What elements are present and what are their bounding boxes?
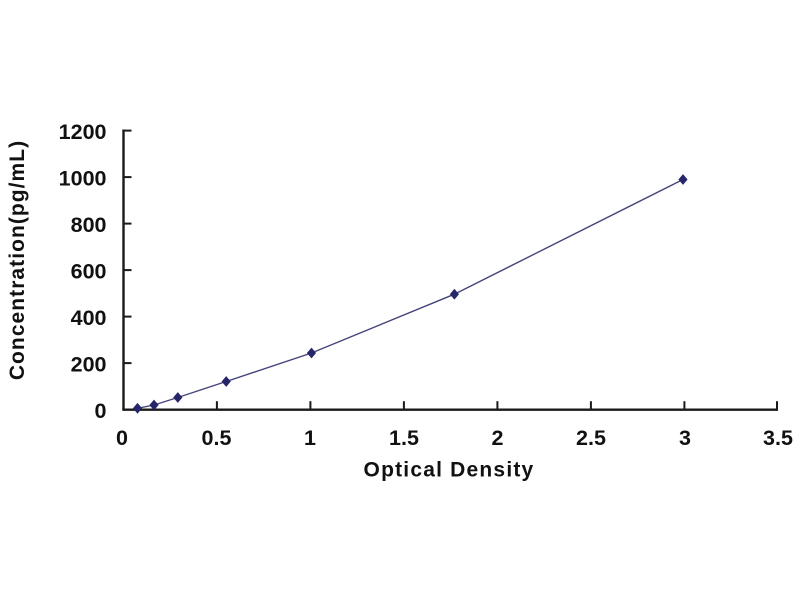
svg-text:400: 400 (71, 306, 107, 330)
svg-text:Optical Density: Optical Density (364, 459, 535, 482)
svg-text:0: 0 (95, 399, 107, 423)
svg-text:1200: 1200 (59, 120, 107, 144)
svg-text:2: 2 (492, 426, 504, 450)
svg-text:3: 3 (679, 426, 691, 450)
svg-text:800: 800 (71, 213, 107, 237)
svg-text:Concentration(pg/mL): Concentration(pg/mL) (6, 140, 29, 380)
svg-text:0: 0 (116, 426, 128, 450)
svg-text:0.5: 0.5 (202, 426, 232, 450)
svg-text:1.5: 1.5 (389, 426, 419, 450)
svg-text:2.5: 2.5 (576, 426, 606, 450)
svg-text:1: 1 (304, 426, 316, 450)
svg-text:3.5: 3.5 (763, 426, 793, 450)
svg-text:600: 600 (71, 260, 107, 284)
svg-text:1000: 1000 (59, 167, 107, 191)
svg-text:200: 200 (71, 353, 107, 377)
